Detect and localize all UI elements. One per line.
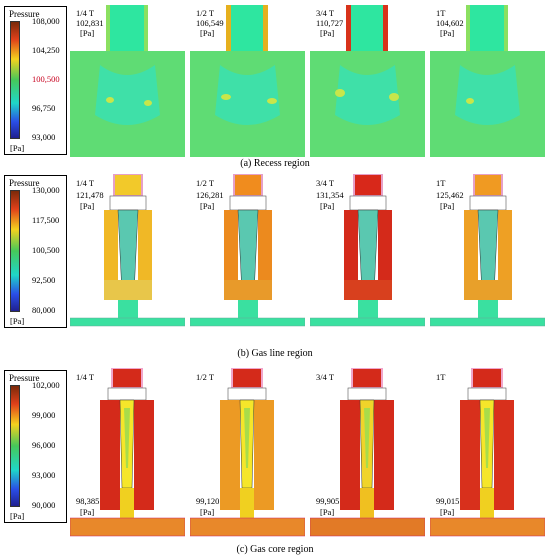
legend-tick: 99,000 [32,410,56,420]
frame-time-label: 1/2 T [196,8,215,18]
frame-unit: [Pa] [80,507,95,517]
frame-unit: [Pa] [200,507,215,517]
frame-unit: [Pa] [440,28,455,38]
frame-pressure-value: 125,462 [436,190,464,200]
frame-pressure-value: 131,354 [316,190,344,200]
frame-pressure-value: 126,281 [196,190,224,200]
legend-tick-highlight: 100,500 [32,74,60,84]
legend-tick: 100,500 [32,245,60,255]
frame-unit: [Pa] [200,201,215,211]
legend-tick: 108,000 [32,16,60,26]
frame-unit: [Pa] [80,28,95,38]
legend-colorbar [10,385,20,507]
frame-time-label: 1/4 T [76,372,95,382]
frame-time-label: 1/2 T [196,178,215,188]
gas-core-frame-full: 1T 99,015 [Pa] [430,368,545,540]
frame-pressure-value: 121,478 [76,190,104,200]
frame-pressure-value: 98,385 [76,496,100,506]
recess-frame-full: 1T 104,602 [Pa] [430,5,545,157]
frame-time-label: 3/4 T [316,178,335,188]
legend-title: Pressure [9,9,40,19]
legend-unit: [Pa] [10,143,25,153]
recess-frame-quarter: 1/4 T 102,831 [Pa] [70,5,185,157]
legend-title: Pressure [9,373,40,383]
frame-pressure-value: 110,727 [316,18,344,28]
legend-tick: 130,000 [32,185,60,195]
legend-tick: 96,750 [32,103,56,113]
frame-unit: [Pa] [320,28,335,38]
gas-core-frame-quarter: 1/4 T 98,385 [Pa] [70,368,185,540]
legend-unit: [Pa] [10,316,25,326]
legend-tick: 93,000 [32,470,56,480]
legend-tick: 102,000 [32,380,60,390]
frame-time-label: 3/4 T [316,8,335,18]
gas-line-frame-full: 1T 125,462 [Pa] [430,174,545,340]
legend-colorbar [10,21,20,139]
frame-time-label: 1/4 T [76,178,95,188]
legend-recess: Pressure 108,000 104,250 100,500 96,750 … [4,6,67,155]
frame-time-label: 1/4 T [76,8,95,18]
frame-unit: [Pa] [320,507,335,517]
frame-pressure-value: 104,602 [436,18,464,28]
frame-time-label: 3/4 T [316,372,335,382]
caption-gas-line: (b) Gas line region [237,348,313,359]
caption-recess: (a) Recess region [240,158,310,169]
gas-line-frame-three-quarter: 3/4 T 131,354 [Pa] [310,174,425,340]
frame-pressure-value: 99,015 [436,496,460,506]
legend-tick: 90,000 [32,500,56,510]
recess-frame-three-quarter: 3/4 T 110,727 [Pa] [310,5,425,157]
frame-unit: [Pa] [440,201,455,211]
gas-line-frame-quarter: 1/4 T 121,478 [Pa] [70,174,185,340]
legend-tick: 80,000 [32,305,56,315]
legend-tick: 117,500 [32,215,60,225]
legend-colorbar [10,190,20,312]
frame-unit: [Pa] [320,201,335,211]
frame-pressure-value: 102,831 [76,18,104,28]
legend-unit: [Pa] [10,511,25,521]
frame-time-label: 1/2 T [196,372,215,382]
frame-pressure-value: 106,549 [196,18,224,28]
frame-unit: [Pa] [80,201,95,211]
recess-frame-half: 1/2 T 106,549 [Pa] [190,5,305,157]
gas-core-frame-three-quarter: 3/4 T 99,905 [Pa] [310,368,425,540]
legend-tick: 92,500 [32,275,56,285]
gas-line-frame-half: 1/2 T 126,281 [Pa] [190,174,305,340]
legend-tick: 104,250 [32,45,60,55]
legend-gas-core: Pressure 102,000 99,000 96,000 93,000 90… [4,370,67,523]
legend-title: Pressure [9,178,40,188]
frame-unit: [Pa] [440,507,455,517]
gas-core-frame-half: 1/2 T 99,120 [Pa] [190,368,305,540]
frame-pressure-value: 99,905 [316,496,340,506]
legend-tick: 93,000 [32,132,56,142]
legend-gas-line: Pressure 130,000 117,500 100,500 92,500 … [4,175,67,328]
frame-unit: [Pa] [200,28,215,38]
caption-gas-core: (c) Gas core region [236,544,314,555]
frame-time-label: 1T [436,372,446,382]
legend-tick: 96,000 [32,440,56,450]
frame-time-label: 1T [436,8,446,18]
frame-time-label: 1T [436,178,446,188]
frame-pressure-value: 99,120 [196,496,220,506]
